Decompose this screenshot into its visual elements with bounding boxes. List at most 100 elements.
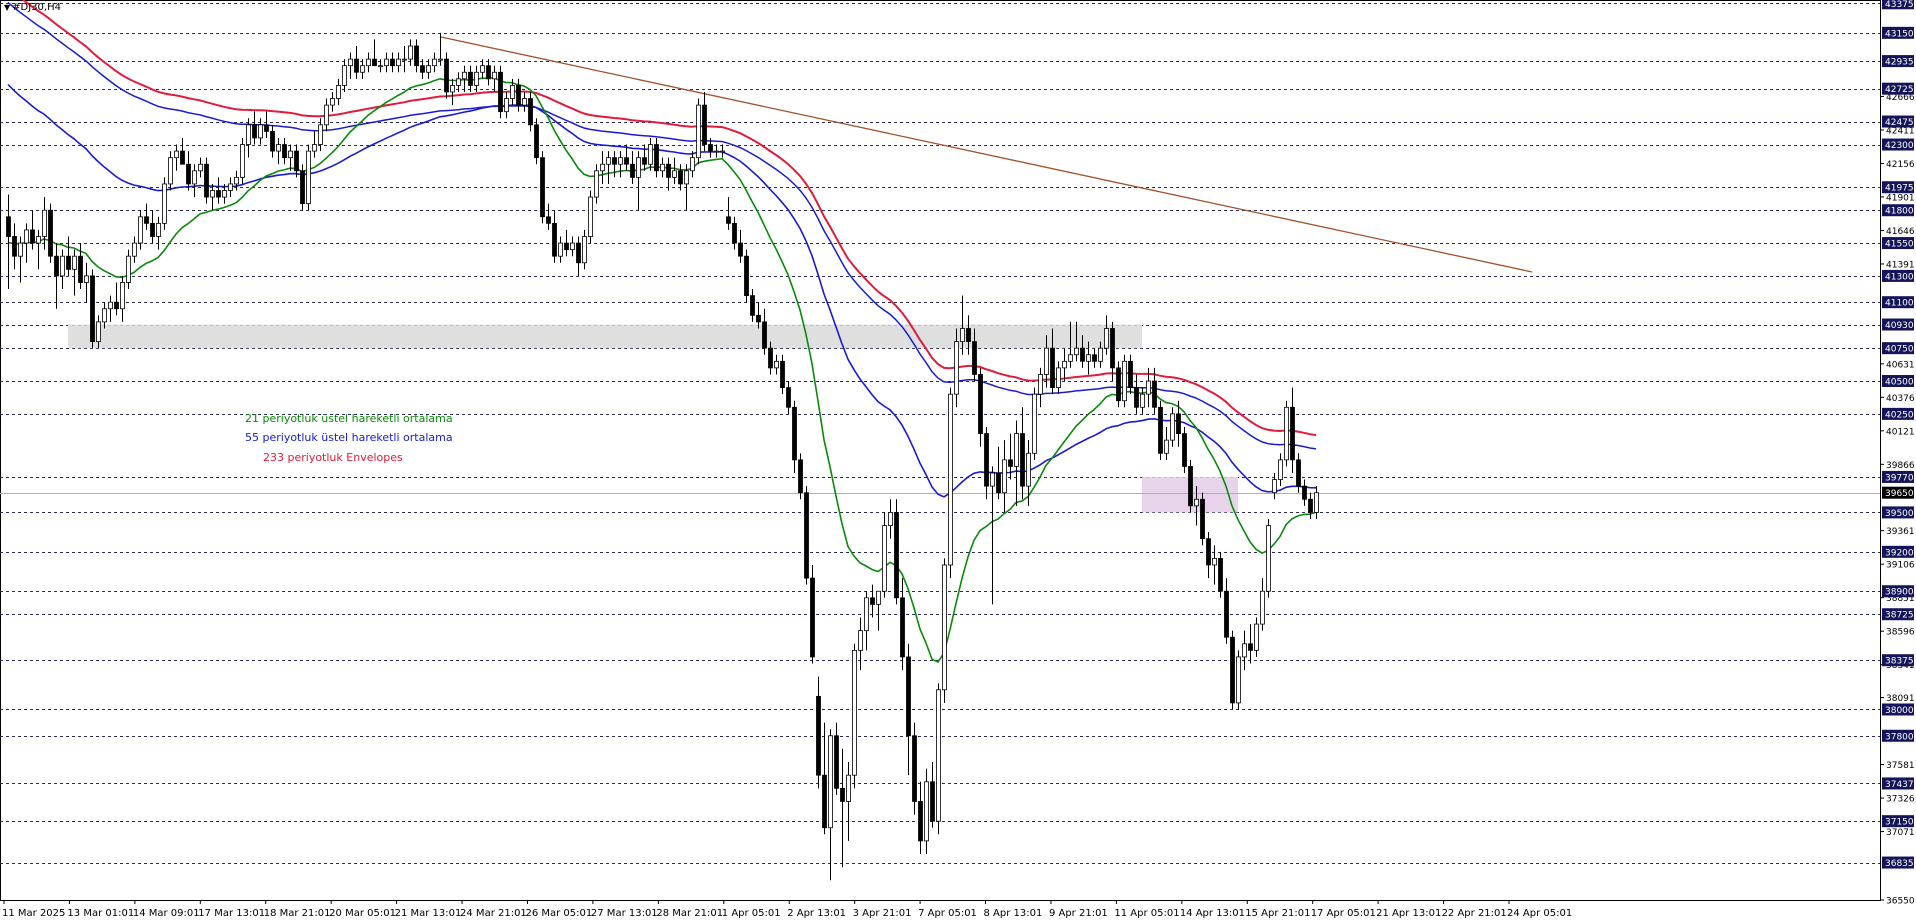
candle [300, 164, 305, 211]
price-level-label-bg [1882, 729, 1914, 742]
candle [894, 499, 899, 605]
candle [1062, 348, 1067, 382]
candle [954, 328, 959, 408]
candle [444, 52, 449, 99]
candle [1248, 624, 1253, 664]
candle-body-down [186, 163, 191, 185]
candle-body-down [1290, 406, 1295, 461]
candle-body-up [1002, 459, 1007, 494]
candle [726, 197, 731, 230]
candle-body-up [1014, 433, 1019, 467]
candle [522, 91, 527, 112]
candle [1116, 361, 1121, 408]
candle [738, 229, 743, 263]
candle-body-up [1038, 374, 1043, 395]
candle [708, 137, 713, 158]
candle [324, 98, 329, 132]
candle [1170, 407, 1175, 447]
price-level-label-bg [1882, 318, 1914, 331]
candle-body-down [900, 597, 905, 658]
candle [1098, 341, 1103, 368]
time-tick-label: 17 Apr 05:01 [1311, 908, 1376, 919]
candle-body-up [1074, 347, 1079, 356]
price-tick-label: 38596 [1886, 628, 1915, 638]
price-tick-label: 41901 [1886, 193, 1915, 203]
candle [18, 236, 23, 283]
candle-body-down [1050, 347, 1055, 388]
candle [1212, 545, 1217, 585]
candle [612, 151, 617, 178]
legend-ema21: 21 periyotluk üstel hareketli ortalama [245, 412, 453, 425]
candle-body-up [888, 512, 893, 526]
candle [1182, 427, 1187, 473]
candle [144, 203, 149, 230]
candle-body-down [270, 130, 275, 152]
candle [54, 243, 59, 309]
candle [870, 584, 875, 618]
candle-body-up [306, 150, 311, 205]
candle [948, 387, 953, 579]
current-price-label: 39650 [1885, 489, 1914, 499]
candle [1104, 315, 1109, 355]
price-level-label: 37437 [1885, 780, 1914, 790]
price-tick-label: 37326 [1886, 795, 1915, 805]
candle-body-down [30, 229, 35, 244]
candle-body-up [378, 65, 383, 68]
candle-body-down [918, 801, 923, 842]
candle-body-down [534, 124, 539, 159]
candle [216, 177, 221, 204]
candle [720, 144, 725, 158]
time-tick-label: 17 Mar 13:01 [198, 908, 265, 919]
triangle-down-icon[interactable]: ▼ [4, 3, 11, 12]
candle-body-down [468, 71, 473, 86]
candle-body-up [954, 341, 959, 395]
candle-body-up [336, 85, 341, 99]
candle-body-down [90, 275, 95, 343]
candle [276, 137, 281, 165]
candle [924, 768, 929, 855]
candle [1278, 453, 1283, 487]
candle-body-down [390, 58, 395, 67]
candle-body-down [114, 301, 119, 310]
candle-body-down [912, 735, 917, 802]
candle-body-down [1200, 498, 1205, 540]
candle-body-down [576, 242, 581, 264]
price-level-label-bg [1882, 856, 1914, 869]
candle [12, 223, 17, 270]
candle-body-down [756, 314, 761, 323]
candle [180, 137, 185, 165]
candle [564, 229, 569, 257]
candle-body-down [894, 512, 899, 599]
candle-body-up [450, 85, 455, 93]
candle-body-down [978, 374, 983, 434]
price-level-label: 38725 [1885, 611, 1914, 621]
candle-body-down [144, 216, 149, 224]
candle-body-down [1308, 498, 1313, 513]
candle-body-up [426, 65, 431, 73]
candle [1218, 551, 1223, 598]
chart-title: ▼ #DJ30,H4 [4, 2, 61, 13]
candle [246, 118, 251, 158]
candle-body-up [402, 58, 407, 61]
candle-body-down [6, 216, 11, 237]
candle-body-up [594, 170, 599, 198]
candle [600, 151, 605, 184]
candle [426, 59, 431, 79]
candle [450, 78, 455, 106]
candle [348, 52, 353, 79]
candle [1194, 486, 1199, 526]
candle-body-up [384, 58, 389, 67]
candle-body-up [1242, 643, 1247, 658]
price-tick-label: 40121 [1886, 427, 1915, 437]
time-tick-label: 3 Apr 21:01 [853, 908, 912, 919]
price-tick-label: 37581 [1886, 761, 1915, 771]
candle-body-up [570, 242, 575, 251]
candle [1080, 335, 1085, 368]
candle-body-up [288, 150, 293, 159]
price-level-label: 43150 [1885, 29, 1914, 39]
candle-body-down [540, 157, 545, 218]
candle [1086, 341, 1091, 375]
candle-body-up [258, 124, 263, 139]
candle-body-up [864, 597, 869, 632]
